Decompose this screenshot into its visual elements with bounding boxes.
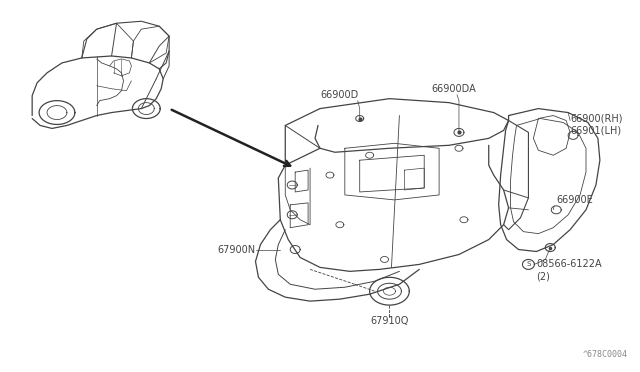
Text: S: S: [526, 262, 531, 267]
Text: 67910Q: 67910Q: [371, 316, 409, 326]
Text: 66900E: 66900E: [556, 195, 593, 205]
Text: (2): (2): [536, 271, 550, 281]
Text: 08566-6122A: 08566-6122A: [536, 259, 602, 269]
Text: 66900DA: 66900DA: [431, 84, 476, 94]
Text: 66900D: 66900D: [321, 90, 359, 100]
Text: 66900(RH): 66900(RH): [570, 113, 623, 124]
Text: 66901(LH): 66901(LH): [570, 125, 621, 135]
Text: ^678C0004: ^678C0004: [582, 350, 628, 359]
Text: 67900N: 67900N: [218, 244, 255, 254]
